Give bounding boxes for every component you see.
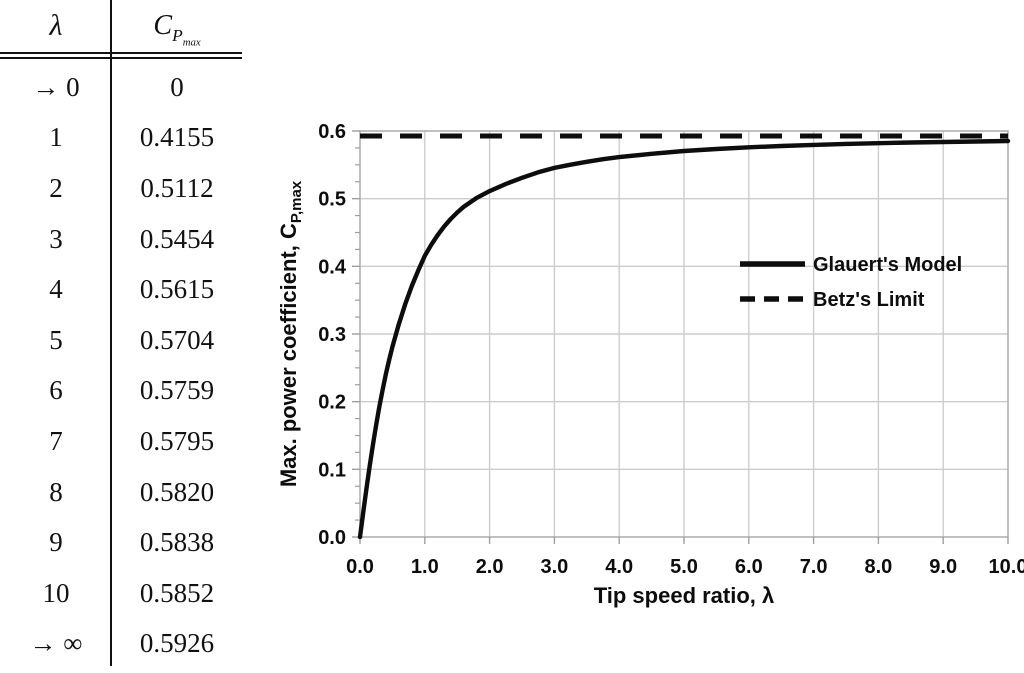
cp-chart-svg: 0.0 1.0 2.0 3.0 4.0 5.0 6.0 7.0 8.0 9.0 10.0 0.0 0.1…	[276, 121, 1024, 608]
lambda-value: → 0	[32, 71, 80, 102]
table-row: 8 0.5820	[0, 467, 242, 518]
svg-text:10.0: 10.0	[989, 556, 1024, 578]
lambda-value: 8	[49, 476, 63, 507]
table-header-lambda: λ	[49, 9, 63, 42]
svg-text:6.0: 6.0	[735, 556, 763, 578]
lambda-value: 10	[42, 577, 70, 608]
lambda-value: 9	[49, 527, 63, 558]
lambda-value: 1	[49, 122, 63, 153]
chart-grid	[360, 131, 1008, 537]
chart-ticks	[352, 130, 1009, 544]
table-row: 2 0.5112	[0, 163, 242, 214]
svg-text:0.0: 0.0	[318, 527, 346, 549]
cp-value: 0.5112	[140, 172, 214, 203]
svg-text:0.6: 0.6	[318, 121, 346, 143]
glauert-curve	[357, 138, 1011, 540]
svg-text:0.4: 0.4	[318, 256, 347, 278]
svg-text:0.1: 0.1	[318, 459, 346, 481]
lambda-value: 3	[49, 223, 63, 254]
legend-label: Glauert's Model	[813, 254, 962, 276]
table-row: 3 0.5454	[0, 214, 242, 265]
table-row: 9 0.5838	[0, 517, 242, 568]
x-tick-labels: 0.0 1.0 2.0 3.0 4.0 5.0 6.0 7.0 8.0 9.0 10.0	[346, 556, 1024, 578]
svg-text:3.0: 3.0	[540, 556, 568, 578]
table-row: 5 0.5704	[0, 315, 242, 366]
lambda-value: 7	[49, 425, 63, 456]
glauert-table: λ CPmax → 0 0 1 0.4155 2 0.5112 3 0.5454 4 0.…	[0, 0, 250, 673]
svg-text:4.0: 4.0	[605, 556, 633, 578]
legend-label: Betz's Limit	[813, 289, 925, 311]
lambda-value: 2	[49, 172, 63, 203]
cp-value: 0.5454	[139, 223, 215, 254]
cp-value: 0.5852	[139, 577, 215, 608]
cp-value: 0.5759	[139, 375, 215, 406]
svg-text:0.5: 0.5	[318, 189, 346, 211]
svg-text:0.2: 0.2	[318, 392, 346, 414]
cp-value: 0.5795	[139, 425, 215, 456]
table-body: → 0 0 1 0.4155 2 0.5112 3 0.5454 4 0.5615 5 0.…	[0, 62, 242, 669]
cp-value: 0.4155	[139, 122, 215, 153]
cp-value: 0.5820	[139, 476, 215, 507]
svg-text:9.0: 9.0	[929, 556, 957, 578]
table-row: 10 0.5852	[0, 568, 242, 619]
table-header-cpmax: CPmax	[153, 9, 201, 49]
table-header-rule	[0, 52, 242, 59]
cp-value: 0.5838	[139, 527, 215, 558]
lambda-value: 6	[49, 375, 63, 406]
svg-text:2.0: 2.0	[476, 556, 504, 578]
svg-text:8.0: 8.0	[864, 556, 892, 578]
table-row: 6 0.5759	[0, 366, 242, 417]
svg-text:0.0: 0.0	[346, 556, 374, 578]
x-axis-label: Tip speed ratio, λ	[594, 583, 775, 608]
cp-value: 0	[170, 71, 184, 102]
table-row: 1 0.4155	[0, 113, 242, 164]
table-row: 7 0.5795	[0, 416, 242, 467]
svg-text:1.0: 1.0	[411, 556, 439, 578]
svg-text:0.3: 0.3	[318, 324, 346, 346]
y-tick-labels: 0.0 0.1 0.2 0.3 0.4 0.5 0.6	[318, 121, 347, 549]
cp-value: 0.5615	[139, 274, 215, 305]
lambda-value: 5	[49, 324, 63, 355]
cp-value: 0.5926	[139, 628, 215, 659]
cp-value: 0.5704	[139, 324, 215, 355]
table-row: 4 0.5615	[0, 264, 242, 315]
chart-legend: Glauert's Model Betz's Limit	[740, 254, 962, 311]
svg-text:5.0: 5.0	[670, 556, 698, 578]
lambda-value: → ∞	[29, 628, 83, 659]
svg-text:7.0: 7.0	[800, 556, 828, 578]
table-column-divider	[110, 0, 112, 666]
lambda-value: 4	[49, 274, 63, 305]
cp-vs-tsr-chart: 0.0 1.0 2.0 3.0 4.0 5.0 6.0 7.0 8.0 9.0 10.0 0.0 0.1…	[262, 0, 1024, 673]
table-header: λ CPmax	[0, 0, 242, 52]
y-axis-label: Max. power coefficient, CP,max	[276, 180, 305, 487]
table-row: → ∞ 0.5926	[0, 619, 242, 670]
table-row: → 0 0	[0, 62, 242, 113]
